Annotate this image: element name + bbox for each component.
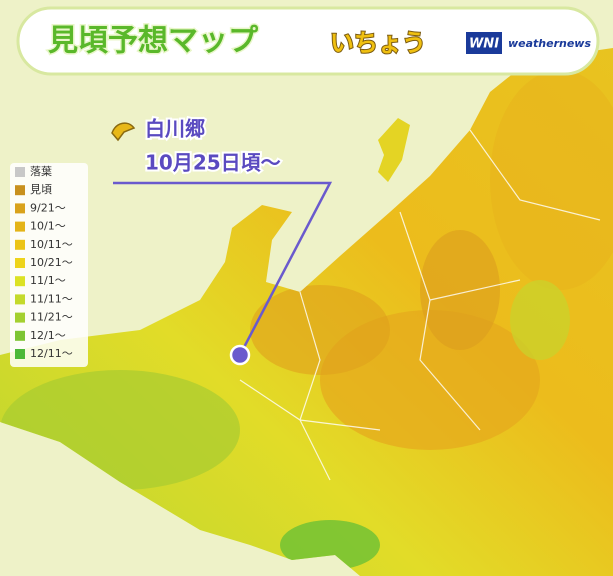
legend-label: 10/21〜: [30, 256, 73, 269]
legend-swatch: [15, 313, 25, 323]
legend-swatch: [15, 331, 25, 341]
legend-label: 10/1〜: [30, 220, 66, 233]
callout-dot: [231, 346, 249, 364]
legend-swatch: [15, 185, 25, 195]
legend-label: 落葉: [30, 164, 52, 178]
legend-swatch: [15, 349, 25, 359]
legend-swatch: [15, 276, 25, 286]
header-subtitle: いちょう: [330, 29, 426, 57]
legend-swatch: [15, 294, 25, 304]
page: 落葉見頃 9/21〜 10/1〜 10/11〜 10/21〜 11/1〜 11/11〜 11/…: [0, 0, 613, 576]
legend-swatch: [15, 203, 25, 213]
legend-swatch: [15, 222, 25, 232]
legend-label: 11/1〜: [30, 274, 66, 287]
callout-date: 10月25日頃〜: [145, 151, 281, 175]
brand: weathernews: [508, 37, 591, 50]
map: 落葉見頃 9/21〜 10/1〜 10/11〜 10/21〜 11/1〜 11/11〜 11/…: [0, 0, 613, 576]
legend-label: 10/11〜: [30, 238, 73, 251]
logo: WNI: [469, 37, 499, 52]
header-title: 見頃予想マップ: [48, 24, 259, 59]
callout-place: 白川郷: [145, 117, 205, 141]
legend-label: 11/11〜: [30, 292, 73, 305]
legend-label: 9/21〜: [30, 201, 66, 214]
legend-label: 11/21〜: [30, 311, 73, 324]
legend-swatch: [15, 258, 25, 268]
legend-label: 12/1〜: [30, 329, 66, 342]
legend-swatch: [15, 240, 25, 250]
legend-label: 12/11〜: [30, 347, 73, 360]
legend-swatch: [15, 167, 25, 177]
legend-label: 見頃: [30, 183, 52, 196]
